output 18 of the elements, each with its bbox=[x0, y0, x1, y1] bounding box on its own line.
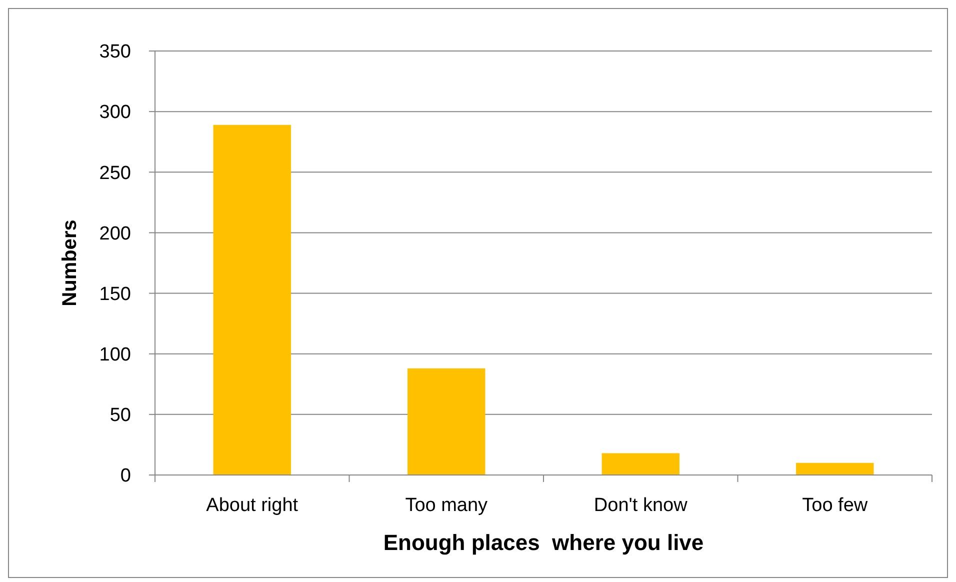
bar bbox=[796, 462, 874, 475]
y-tick-label: 300 bbox=[99, 102, 131, 124]
x-tick-label: About right bbox=[206, 495, 299, 516]
y-tick-label: 200 bbox=[99, 223, 131, 244]
y-tick-label: 0 bbox=[120, 466, 131, 487]
y-tick-label: 100 bbox=[99, 344, 131, 366]
x-axis-title: Enough places where you live bbox=[383, 530, 704, 555]
bar bbox=[602, 453, 680, 475]
y-tick-label: 50 bbox=[110, 405, 131, 426]
y-tick-label: 250 bbox=[99, 162, 131, 184]
bar bbox=[213, 124, 291, 475]
x-tick-label: Too few bbox=[802, 495, 868, 516]
y-axis-title: Numbers bbox=[59, 220, 81, 306]
bar bbox=[408, 368, 486, 475]
x-tick-label: Don't know bbox=[594, 495, 688, 516]
x-tick-label: Too many bbox=[405, 495, 488, 516]
y-tick-label: 150 bbox=[99, 284, 131, 305]
y-tick-label: 350 bbox=[99, 42, 131, 63]
